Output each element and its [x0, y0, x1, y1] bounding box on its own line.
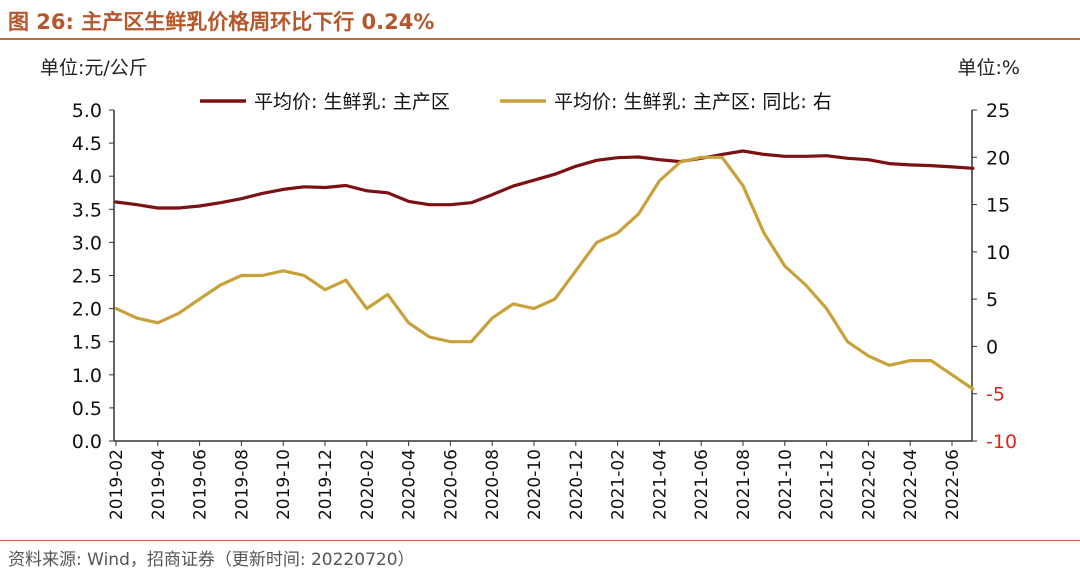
x-tick-label: 2022-04: [901, 449, 921, 520]
right-y-tick-label: -10: [986, 431, 1017, 453]
left-axis-unit: 单位:元/公斤: [40, 57, 148, 79]
x-tick-label: 2020-08: [483, 449, 503, 520]
right-y-tick-label: 10: [986, 242, 1010, 264]
title-divider: [0, 38, 1080, 40]
legend: 平均价: 生鲜乳: 主产区 平均价: 生鲜乳: 主产区: 同比: 右: [200, 91, 832, 113]
x-tick-label: 2019-08: [232, 449, 252, 520]
x-tick-label: 2021-08: [734, 449, 754, 520]
x-tick-label: 2020-10: [525, 449, 545, 520]
x-tick-label: 2020-02: [358, 449, 378, 520]
x-tick-label: 2021-02: [609, 449, 629, 520]
footer-divider: [0, 540, 1080, 541]
x-tick-label: 2019-02: [107, 449, 127, 520]
left-y-tick-label: 2.0: [72, 299, 102, 321]
right-y-tick-label: 0: [986, 336, 998, 358]
chart-canvas: 0.0 0.5 1.0 1.5 2.0 2.5 3.0 3.5 4.0 4.5 5.0 -10 -5 0 5…: [40, 57, 1020, 520]
series-layer: [114, 149, 975, 391]
axes-layer: 0.0 0.5 1.0 1.5 2.0 2.5 3.0 3.5 4.0 4.5 5.0 -10 -5 0 5…: [72, 100, 1017, 520]
right-y-tick-label: 20: [986, 147, 1010, 169]
right-y-tick-label: 15: [986, 195, 1010, 217]
series-line-price: [114, 149, 975, 210]
left-y-tick-label: 4.0: [72, 166, 102, 188]
x-tick-label: 2020-06: [441, 449, 461, 520]
x-tick-label: 2022-02: [859, 449, 879, 520]
right-axis-unit: 单位:%: [958, 57, 1020, 79]
left-y-tick-label: 5.0: [72, 100, 102, 122]
left-y-tick-label: 2.5: [72, 266, 102, 288]
x-tick-label: 2021-12: [818, 449, 838, 520]
x-tick-label: 2019-04: [149, 449, 169, 520]
left-y-tick-label: 3.5: [72, 199, 102, 221]
left-y-tick-label: 0.0: [72, 431, 102, 453]
x-tick-label: 2021-10: [776, 449, 796, 520]
right-y-tick-label: 5: [986, 289, 998, 311]
legend-label: 平均价: 生鲜乳: 主产区: 同比: 右: [554, 91, 832, 113]
legend-label: 平均价: 生鲜乳: 主产区: [254, 91, 450, 113]
series-line-yoy: [114, 155, 975, 391]
left-y-tick-label: 1.5: [72, 332, 102, 354]
right-y-tick-label: 25: [986, 100, 1010, 122]
x-tick-label: 2019-10: [274, 449, 294, 520]
x-tick-label: 2020-12: [567, 449, 587, 520]
left-y-tick-label: 3.0: [72, 232, 102, 254]
x-tick-label: 2022-06: [943, 449, 963, 520]
x-tick-label: 2019-12: [316, 449, 336, 520]
figure-title: 图 26: 主产区生鲜乳价格周环比下行 0.24%: [8, 10, 435, 34]
x-tick-label: 2020-04: [400, 449, 420, 520]
right-y-tick-label: -5: [986, 384, 1005, 406]
source-note: 资料来源: Wind，招商证券（更新时间: 20220720）: [8, 550, 415, 570]
left-y-tick-label: 1.0: [72, 365, 102, 387]
x-tick-label: 2021-04: [650, 449, 670, 520]
x-tick-label: 2019-06: [191, 449, 211, 520]
left-y-tick-label: 0.5: [72, 398, 102, 420]
x-tick-label: 2021-06: [692, 449, 712, 520]
left-y-tick-label: 4.5: [72, 133, 102, 155]
